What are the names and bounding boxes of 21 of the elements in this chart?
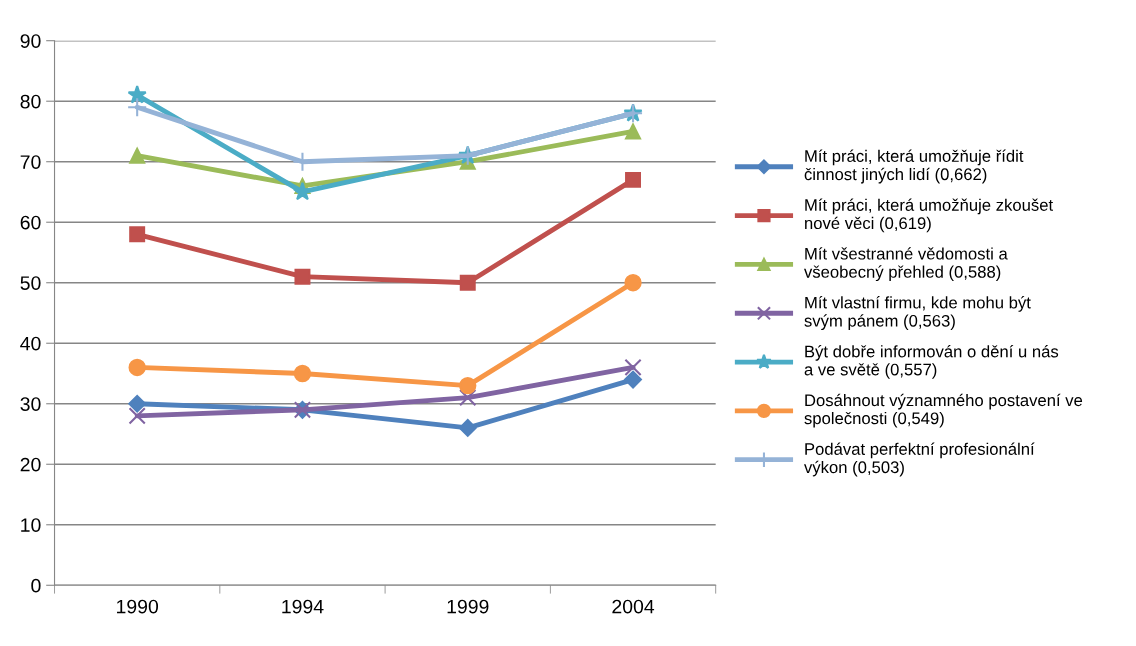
y-tick-label: 70 [20, 155, 41, 169]
x-tick-label: 1999 [447, 599, 489, 614]
y-tick-label: 30 [20, 397, 41, 411]
y-tick-label: 0 [31, 578, 41, 593]
legend-label: Mít vlastní firmu, kde mohu být svým pánem (0,563) [804, 296, 1031, 331]
y-tick-label: 40 [20, 336, 41, 351]
y-tick-label: 50 [20, 276, 41, 290]
y-tick-label: 20 [20, 457, 41, 472]
x-tick-label: 2004 [612, 599, 655, 614]
legend-label: Dosáhnout významného postavení ve společnosti (0,549) [804, 393, 1083, 428]
x-tick-label: 1994 [282, 599, 324, 614]
y-tick-label: 80 [20, 94, 41, 109]
x-tick-label: 1990 [117, 599, 159, 614]
legend-label: Mít práci, která umožňuje zkoušet nové věci (0,619) [805, 198, 1054, 233]
legend-label: Mít všestranné vědomosti a všeobecný přehled (0,588) [804, 247, 1008, 282]
legend-label: Mít práci, která umožňuje řídit činnost jiných lidí (0,662) [804, 149, 1024, 184]
y-tick-label: 90 [20, 34, 41, 48]
legend-label: Být dobře informován o dění u nás a ve světě (0,557) [804, 345, 1059, 379]
y-tick-label: 10 [21, 518, 41, 532]
legend-label: Podávat perfektní profesionální výkon (0,503) [804, 442, 1035, 477]
y-tick-label: 60 [20, 215, 41, 230]
